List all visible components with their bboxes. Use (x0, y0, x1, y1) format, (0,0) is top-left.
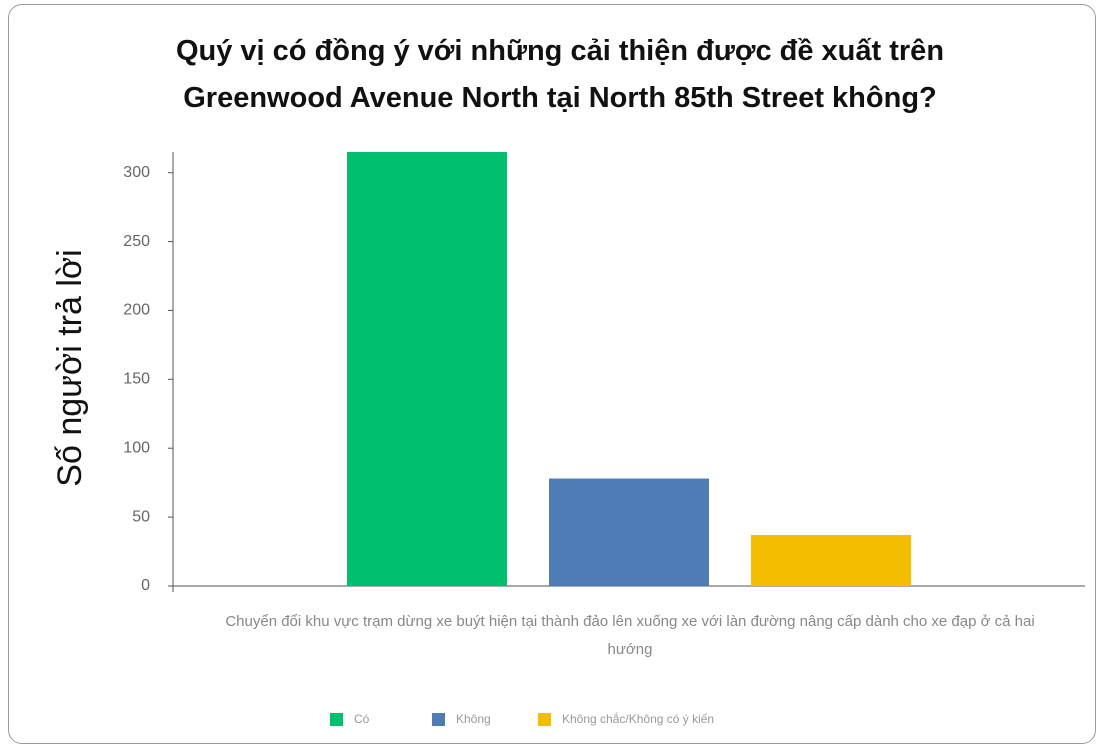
legend-label: Có (354, 712, 370, 726)
legend-label: Không chắc/Không có ý kiến (562, 711, 714, 726)
legend-swatch (538, 713, 551, 726)
legend-swatch (330, 713, 343, 726)
legend-swatch (432, 713, 445, 726)
y-tick-label: 50 (132, 508, 150, 525)
y-tick-label: 150 (123, 371, 150, 388)
chart-frame (8, 4, 1096, 744)
y-axis-label: Số người trả lời (51, 249, 89, 486)
y-tick-label: 200 (123, 302, 150, 319)
y-tick-label: 0 (141, 577, 150, 594)
bar (751, 535, 911, 586)
bar (549, 478, 709, 586)
x-category-label: Chuyển đổi khu vực trạm dừng xe buýt hiệ… (225, 613, 1035, 658)
bar (347, 152, 507, 586)
y-tick-label: 250 (123, 233, 150, 250)
y-tick-label: 100 (123, 439, 150, 456)
chart-title: Quý vị có đồng ý với những cải thiện đượ… (175, 35, 945, 114)
legend-label: Không (456, 712, 491, 726)
y-tick-label: 300 (123, 164, 150, 181)
